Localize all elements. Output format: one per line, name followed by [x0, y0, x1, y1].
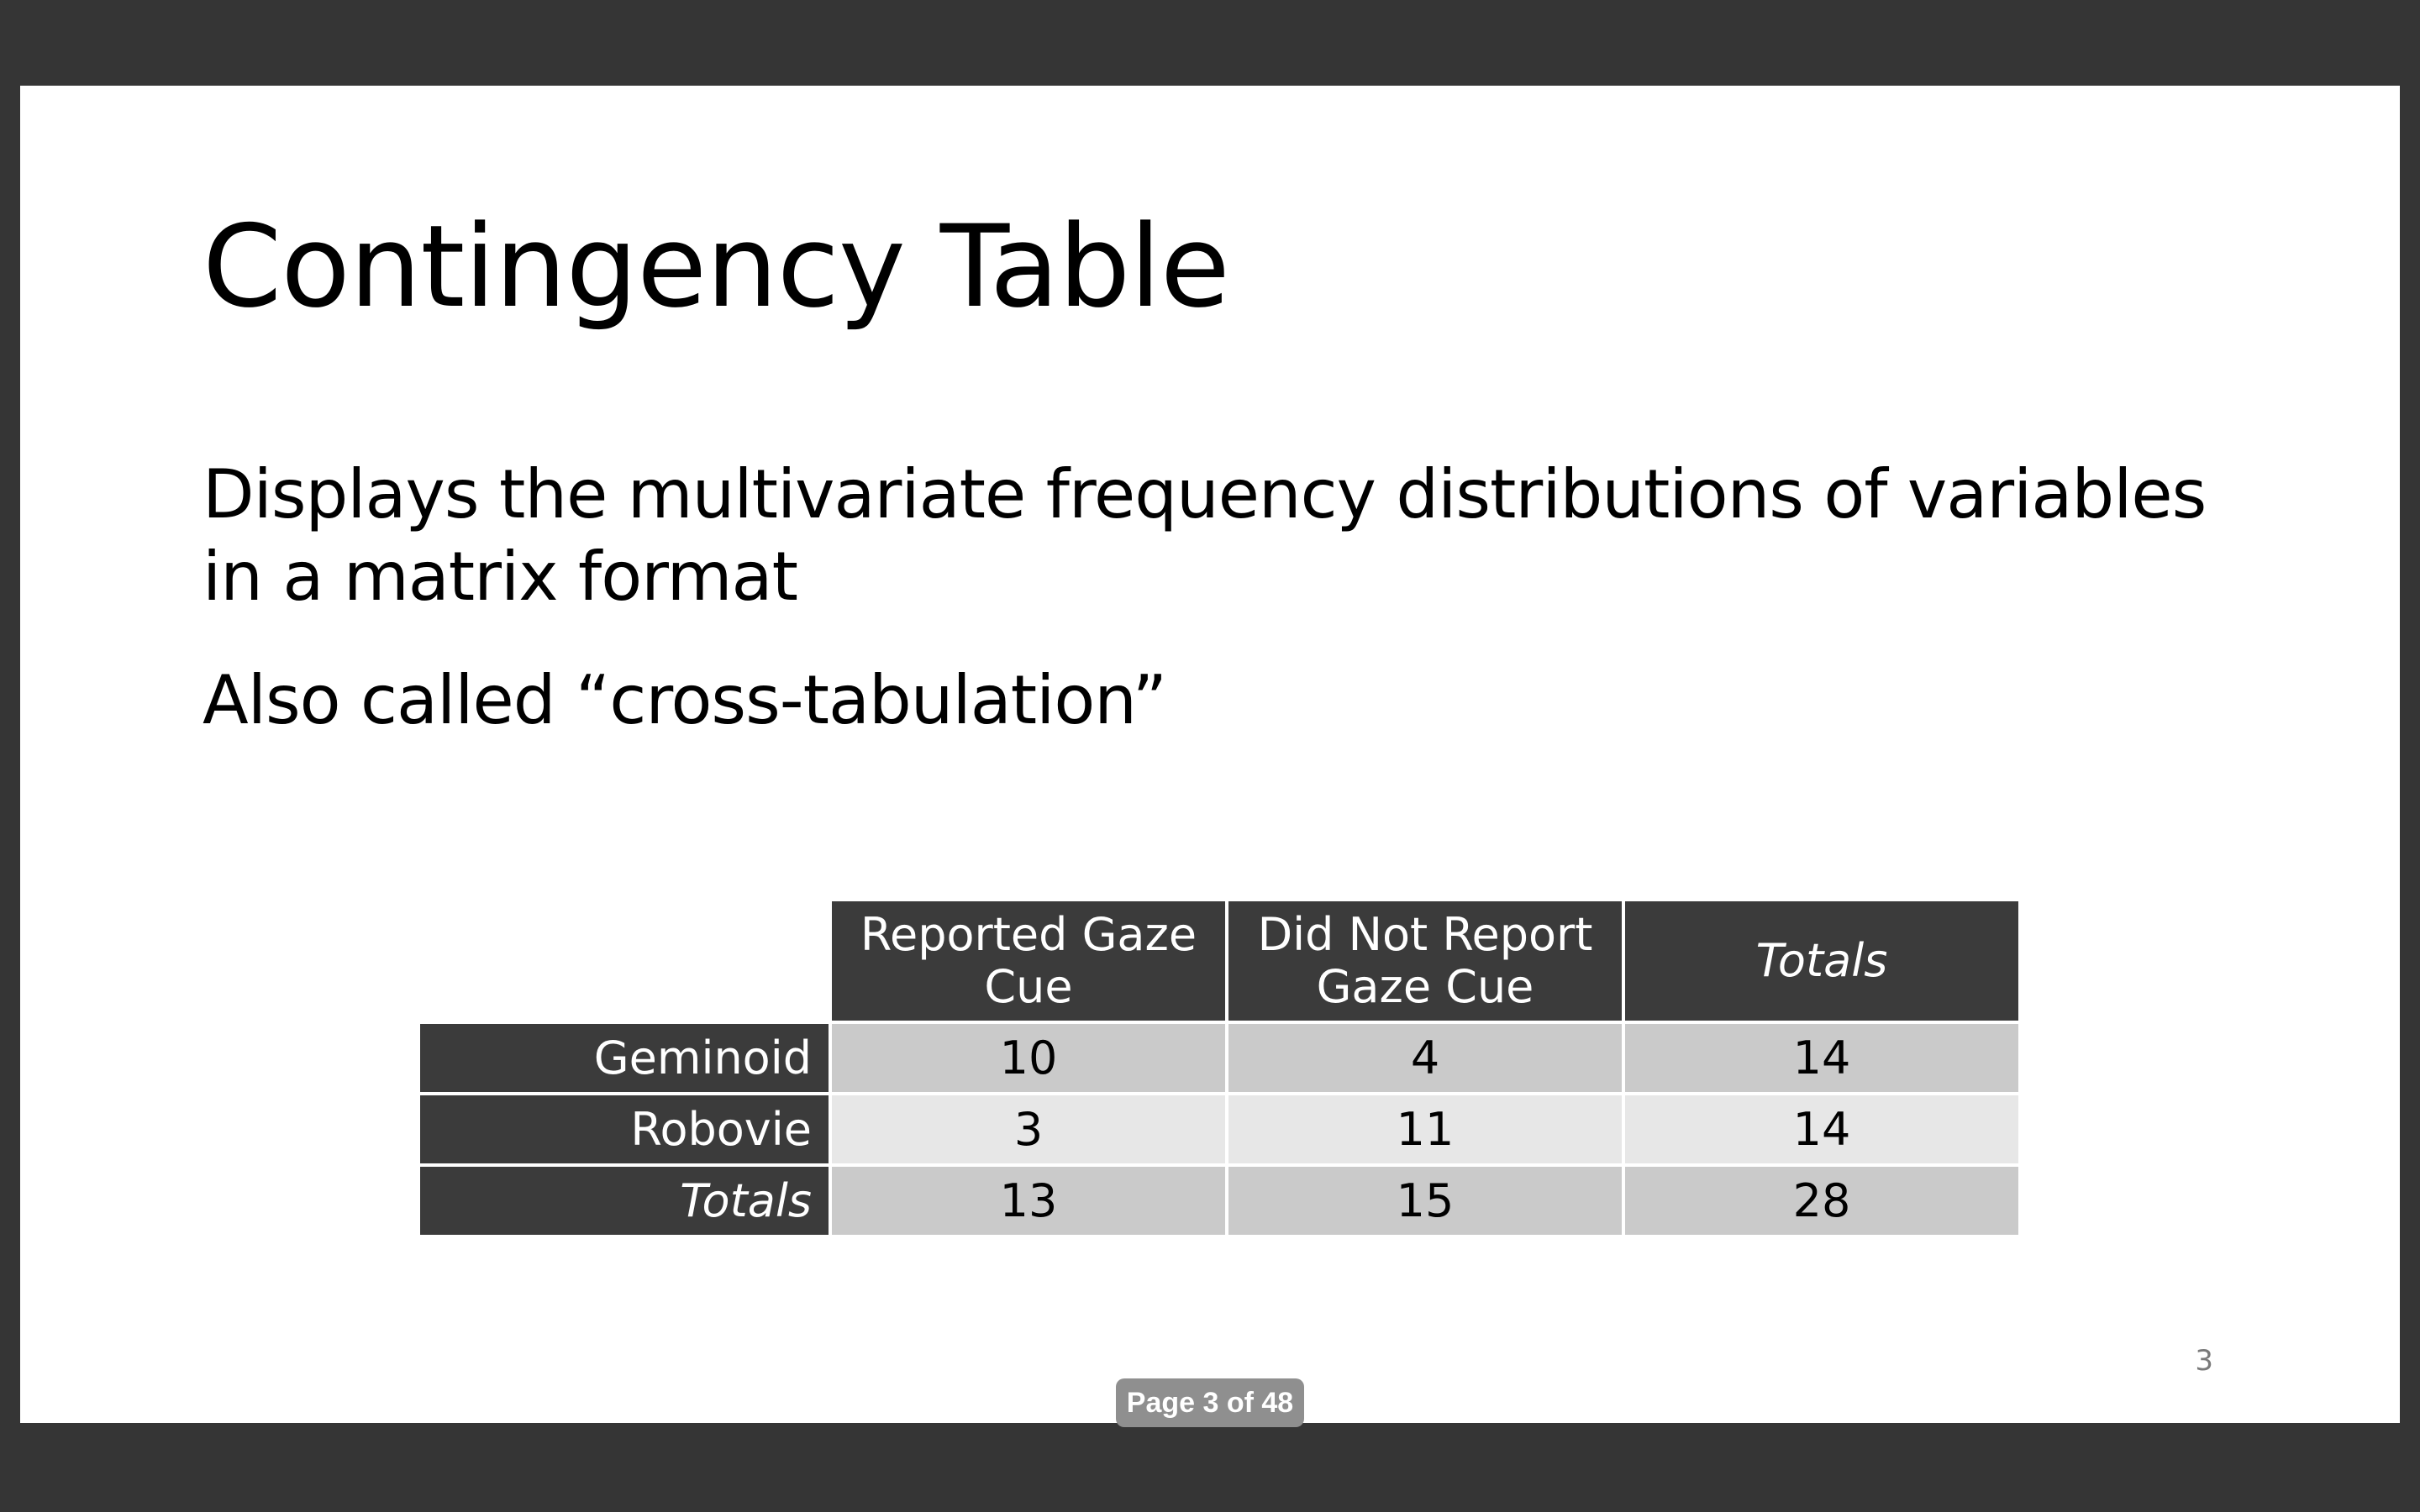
- column-header-totals: Totals: [1625, 901, 2018, 1021]
- table-row-geminoid: Geminoid 10 4 14: [420, 1024, 2018, 1092]
- contingency-table: Reported Gaze Cue Did Not Report Gaze Cu…: [417, 898, 2022, 1238]
- row-header-robovie: Robovie: [420, 1095, 829, 1163]
- table-cell: 28: [1625, 1167, 2018, 1235]
- table-row-robovie: Robovie 3 11 14: [420, 1095, 2018, 1163]
- slide-title: Contingency Table: [203, 201, 1230, 333]
- table-cell: 15: [1228, 1167, 1622, 1235]
- slide-page: Contingency Table Displays the multivari…: [20, 86, 2400, 1423]
- table-cell: 3: [832, 1095, 1225, 1163]
- body-text-alias: Also called “cross-tabulation”: [203, 661, 1167, 739]
- page-indicator: Page 3 of 48: [1116, 1378, 1304, 1427]
- table-cell: 13: [832, 1167, 1225, 1235]
- table-cell: 4: [1228, 1024, 1622, 1092]
- row-header-totals: Totals: [420, 1167, 829, 1235]
- table-cell: 14: [1625, 1095, 2018, 1163]
- table-cell: 10: [832, 1024, 1225, 1092]
- table-corner: [420, 901, 829, 1021]
- slide-number: 3: [2195, 1344, 2213, 1378]
- column-header-reported-gaze-cue: Reported Gaze Cue: [832, 901, 1225, 1021]
- table-row-totals: Totals 13 15 28: [420, 1167, 2018, 1235]
- row-header-geminoid: Geminoid: [420, 1024, 829, 1092]
- table-header-row: Reported Gaze Cue Did Not Report Gaze Cu…: [420, 901, 2018, 1021]
- table-cell: 11: [1228, 1095, 1622, 1163]
- table-cell: 14: [1625, 1024, 2018, 1092]
- column-header-did-not-report-gaze-cue: Did Not Report Gaze Cue: [1228, 901, 1622, 1021]
- body-text-description: Displays the multivariate frequency dist…: [203, 455, 2207, 616]
